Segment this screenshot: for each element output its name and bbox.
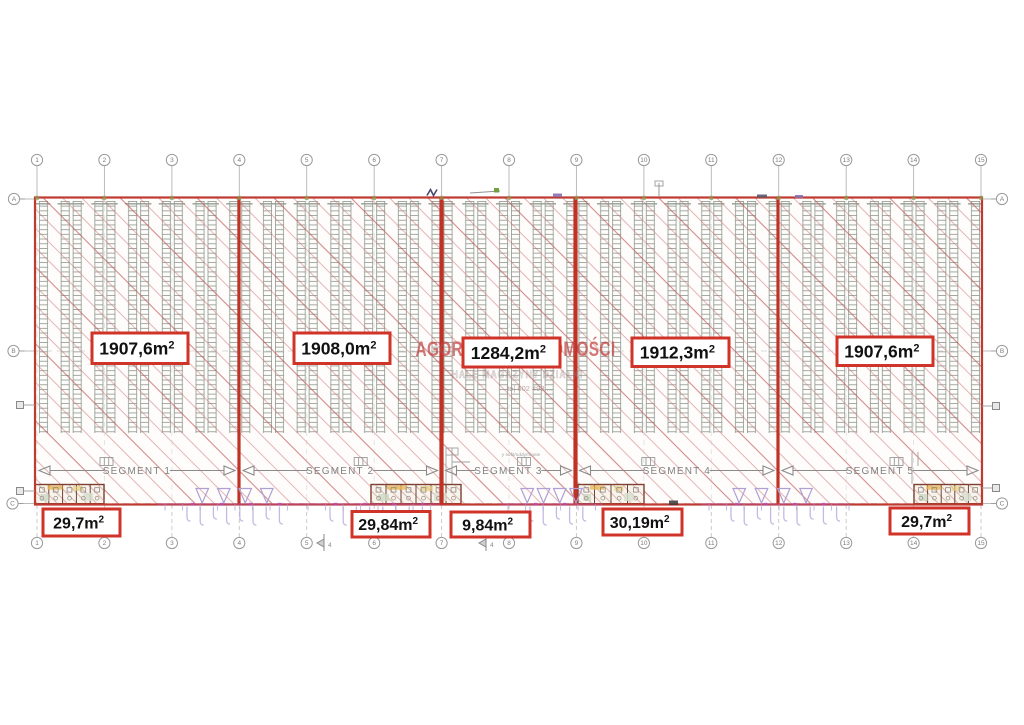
- svg-text:9: 9: [575, 540, 579, 547]
- svg-text:7: 7: [440, 540, 444, 547]
- svg-text:13: 13: [843, 157, 851, 164]
- svg-text:10: 10: [640, 540, 648, 547]
- svg-text:4: 4: [237, 540, 241, 547]
- svg-text:3: 3: [170, 157, 174, 164]
- svg-text:9,84m2: 9,84m2: [462, 517, 513, 535]
- svg-text:15: 15: [977, 157, 985, 164]
- svg-text:A: A: [1000, 196, 1005, 203]
- svg-text:y sufit/oddymianie: y sufit/oddymianie: [502, 452, 541, 458]
- svg-text:14: 14: [910, 157, 918, 164]
- svg-text:SEGMENT 1: SEGMENT 1: [103, 466, 171, 477]
- svg-text:11: 11: [708, 540, 715, 547]
- svg-text:1: 1: [35, 540, 39, 547]
- svg-text:4: 4: [237, 157, 241, 164]
- svg-text:A: A: [12, 196, 17, 203]
- svg-text:C: C: [1000, 501, 1005, 508]
- svg-text:1912,3m2: 1912,3m2: [640, 343, 715, 363]
- svg-text:12: 12: [775, 540, 783, 547]
- svg-text:1284,2m2: 1284,2m2: [471, 343, 546, 363]
- svg-text:1907,6m2: 1907,6m2: [844, 342, 919, 362]
- svg-text:HALE MAGAZYNY DZIAŁKI: HALE MAGAZYNY DZIAŁKI: [452, 369, 584, 381]
- svg-text:3: 3: [170, 540, 174, 547]
- svg-text:B: B: [1000, 348, 1004, 355]
- svg-text:B: B: [11, 348, 15, 355]
- svg-text:5: 5: [305, 157, 309, 164]
- svg-text:6: 6: [372, 540, 376, 547]
- svg-text:29,7m2: 29,7m2: [901, 513, 952, 531]
- svg-text:15: 15: [977, 540, 985, 547]
- svg-text:1: 1: [35, 157, 39, 164]
- svg-text:SEGMENT 4: SEGMENT 4: [643, 466, 711, 477]
- svg-text:4: 4: [490, 542, 494, 549]
- svg-text:5: 5: [305, 540, 309, 547]
- svg-text:SEGMENT 2: SEGMENT 2: [306, 466, 374, 477]
- svg-text:10: 10: [640, 157, 648, 164]
- svg-text:12: 12: [775, 157, 783, 164]
- svg-text:C: C: [10, 501, 15, 508]
- svg-text:14: 14: [910, 540, 918, 547]
- svg-text:8: 8: [507, 157, 511, 164]
- svg-text:30,19m2: 30,19m2: [610, 514, 670, 532]
- svg-text:7: 7: [440, 157, 444, 164]
- svg-text:11: 11: [708, 157, 715, 164]
- svg-text:13: 13: [843, 540, 851, 547]
- svg-text:2: 2: [103, 157, 107, 164]
- svg-text:4: 4: [328, 542, 332, 549]
- svg-text:2: 2: [103, 540, 107, 547]
- svg-text:SEGMENT 5: SEGMENT 5: [846, 466, 914, 477]
- svg-text:8: 8: [507, 540, 511, 547]
- svg-text:1907,6m2: 1907,6m2: [99, 339, 174, 359]
- svg-text:9: 9: [575, 157, 579, 164]
- svg-text:29,7m2: 29,7m2: [53, 515, 104, 533]
- svg-text:SEGMENT 3: SEGMENT 3: [474, 466, 542, 477]
- svg-text:te| 602 493 ...: te| 602 493 ...: [507, 384, 553, 393]
- svg-text:29,84m2: 29,84m2: [358, 516, 418, 534]
- svg-text:1908,0m2: 1908,0m2: [301, 339, 376, 359]
- svg-text:6: 6: [372, 157, 376, 164]
